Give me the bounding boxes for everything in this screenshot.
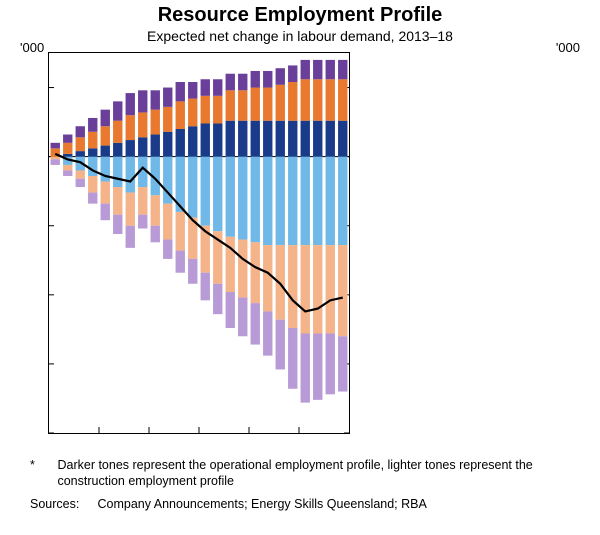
footnote: * Darker tones represent the operational… [30,458,580,489]
sources-label: Sources: [30,497,94,513]
plot-area [48,52,350,434]
chart-container: Resource Employment Profile Expected net… [0,0,600,535]
footnote-text: Darker tones represent the operational e… [57,458,579,489]
sources-text: Company Announcements; Energy Skills Que… [97,497,426,511]
chart-subtitle: Expected net change in labour demand, 20… [0,27,600,46]
y-unit-right: '000 [556,40,580,55]
sources: Sources: Company Announcements; Energy S… [30,497,580,513]
y-unit-left: '000 [20,40,44,55]
chart-title: Resource Employment Profile [0,0,600,27]
footnote-marker: * [30,458,54,474]
